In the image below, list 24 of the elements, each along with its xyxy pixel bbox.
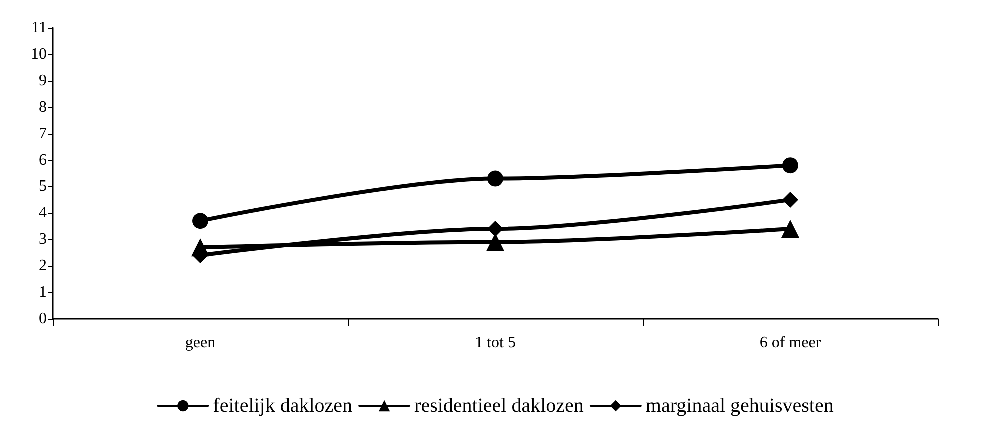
y-tick-label: 9 xyxy=(39,72,47,90)
y-tick-label: 8 xyxy=(39,98,47,116)
legend-label: feitelijk daklozen xyxy=(213,395,353,417)
y-tick-label: 0 xyxy=(39,310,47,328)
y-tick-label: 1 xyxy=(39,284,47,302)
x-tick-label: 6 of meer xyxy=(760,334,822,352)
point xyxy=(488,221,504,238)
y-tick-label: 3 xyxy=(39,231,47,248)
point xyxy=(192,213,208,230)
legend-label: marginaal gehuisvesten xyxy=(646,395,834,417)
point xyxy=(782,220,800,238)
y-tick-label: 11 xyxy=(32,20,47,36)
y-tick-label: 7 xyxy=(39,125,47,142)
point xyxy=(488,170,504,187)
y-tick-label: 6 xyxy=(39,152,47,169)
legend-label: residentieel daklozen xyxy=(414,395,584,417)
x-tick-label: 1 tot 5 xyxy=(475,334,516,352)
point xyxy=(782,158,798,174)
y-tick-label: 10 xyxy=(31,46,47,63)
y-tick-label: 5 xyxy=(39,178,47,196)
point xyxy=(782,192,798,208)
x-tick-label: geen xyxy=(185,334,216,352)
y-tick-label: 4 xyxy=(39,204,47,222)
y-tick-label: 2 xyxy=(39,258,47,275)
